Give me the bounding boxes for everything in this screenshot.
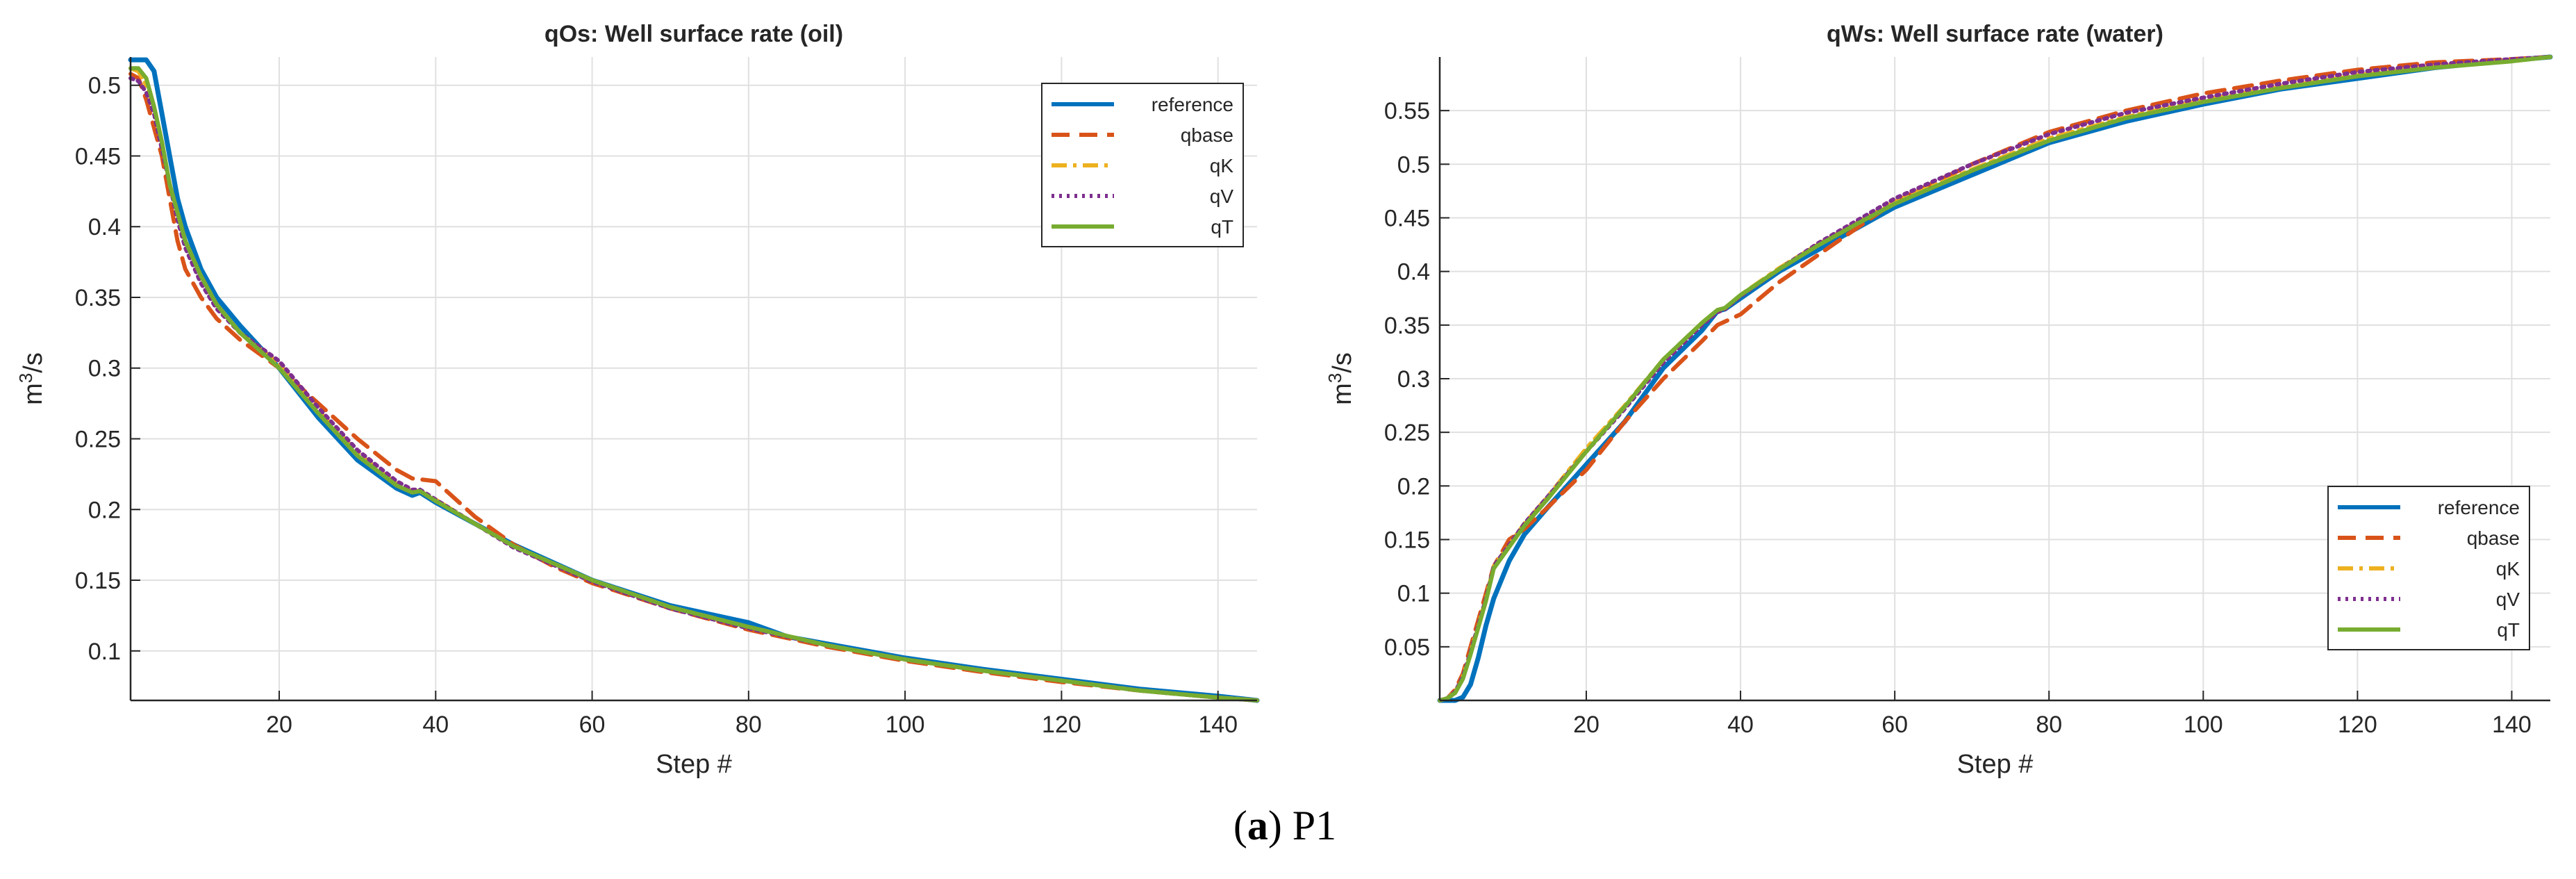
legend-label-qk: qK <box>1210 155 1234 176</box>
x-tick-label: 60 <box>1881 712 1908 738</box>
x-tick-label: 40 <box>422 712 449 738</box>
water-rate-chart: 20 40 60 80 100 120 140 0.05 0.1 0.15 0.2 0.25 0.3 0.… <box>1324 21 2553 779</box>
y-tick-label: 0.55 <box>1384 98 1430 124</box>
x-tick-label: 80 <box>2036 712 2062 738</box>
legend: reference qbase qK qV qT <box>2327 486 2530 650</box>
chart-title: qOs: Well surface rate (oil) <box>545 21 843 47</box>
legend-label-qbase: qbase <box>1181 124 1233 146</box>
y-tick-label: 0.1 <box>88 639 121 665</box>
legend-label-reference: reference <box>2438 497 2520 518</box>
y-tick-label: 0.4 <box>88 214 121 240</box>
legend-label-qt: qT <box>1211 216 1233 238</box>
oil-rate-chart: 20 40 60 80 100 120 140 0.1 0.15 0.2 0.25 0.3 0.35 0.… <box>15 21 1260 779</box>
x-tick-label: 140 <box>2492 712 2532 738</box>
x-tick-label: 140 <box>1198 712 1238 738</box>
svg-text:(a) P1: (a) P1 <box>1233 803 1336 848</box>
x-tick-label: 100 <box>2184 712 2223 738</box>
legend-label-qbase: qbase <box>2467 527 2520 549</box>
y-tick-label: 0.3 <box>1397 366 1430 393</box>
y-tick-label: 0.45 <box>1384 206 1430 232</box>
y-tick-label: 0.2 <box>88 497 121 523</box>
x-tick-label: 100 <box>886 712 925 738</box>
legend-label-qk: qK <box>2496 558 2520 580</box>
x-tick-label: 60 <box>579 712 606 738</box>
chart-title: qWs: Well surface rate (water) <box>1827 21 2163 47</box>
y-axis-label: m3/s <box>15 352 48 405</box>
legend-label-qt: qT <box>2497 619 2520 641</box>
y-tick-label: 0.1 <box>1397 581 1430 607</box>
series-line-qt <box>128 66 1259 703</box>
y-tick-label: 0.5 <box>88 73 121 99</box>
y-tick-label: 0.35 <box>1384 313 1430 339</box>
x-axis-label: Step # <box>656 750 732 779</box>
figure-caption: (a) P1 <box>1233 803 1336 848</box>
y-tick-label: 0.35 <box>75 285 121 311</box>
y-tick-label: 0.15 <box>75 568 121 594</box>
x-axis-label: Step # <box>1957 750 2034 779</box>
legend-label-qv: qV <box>2496 589 2520 610</box>
x-tick-label: 80 <box>736 712 762 738</box>
caption-label: P1 <box>1293 803 1336 848</box>
y-axis-label: m3/s <box>1324 352 1357 405</box>
y-tick-label: 0.05 <box>1384 634 1430 661</box>
x-tick-label: 120 <box>1042 712 1081 738</box>
legend-label-reference: reference <box>1152 94 1233 115</box>
legend: reference qbase qK qV qT <box>1041 83 1244 247</box>
y-tick-label: 0.5 <box>1397 151 1430 178</box>
caption-letter: a <box>1247 803 1268 848</box>
y-tick-label: 0.3 <box>88 356 121 382</box>
legend-label-qv: qV <box>1210 186 1234 207</box>
y-tick-label: 0.25 <box>1384 420 1430 446</box>
x-tick-label: 20 <box>266 712 292 738</box>
y-tick-label: 0.4 <box>1397 259 1430 286</box>
y-tick-label: 0.15 <box>1384 527 1430 554</box>
x-tick-label: 20 <box>1573 712 1599 738</box>
y-tick-label: 0.45 <box>75 143 121 170</box>
y-tick-label: 0.25 <box>75 426 121 452</box>
series-line-qt <box>1438 55 2552 703</box>
y-tick-label: 0.2 <box>1397 473 1430 500</box>
x-tick-label: 40 <box>1727 712 1754 738</box>
x-tick-label: 120 <box>2338 712 2377 738</box>
